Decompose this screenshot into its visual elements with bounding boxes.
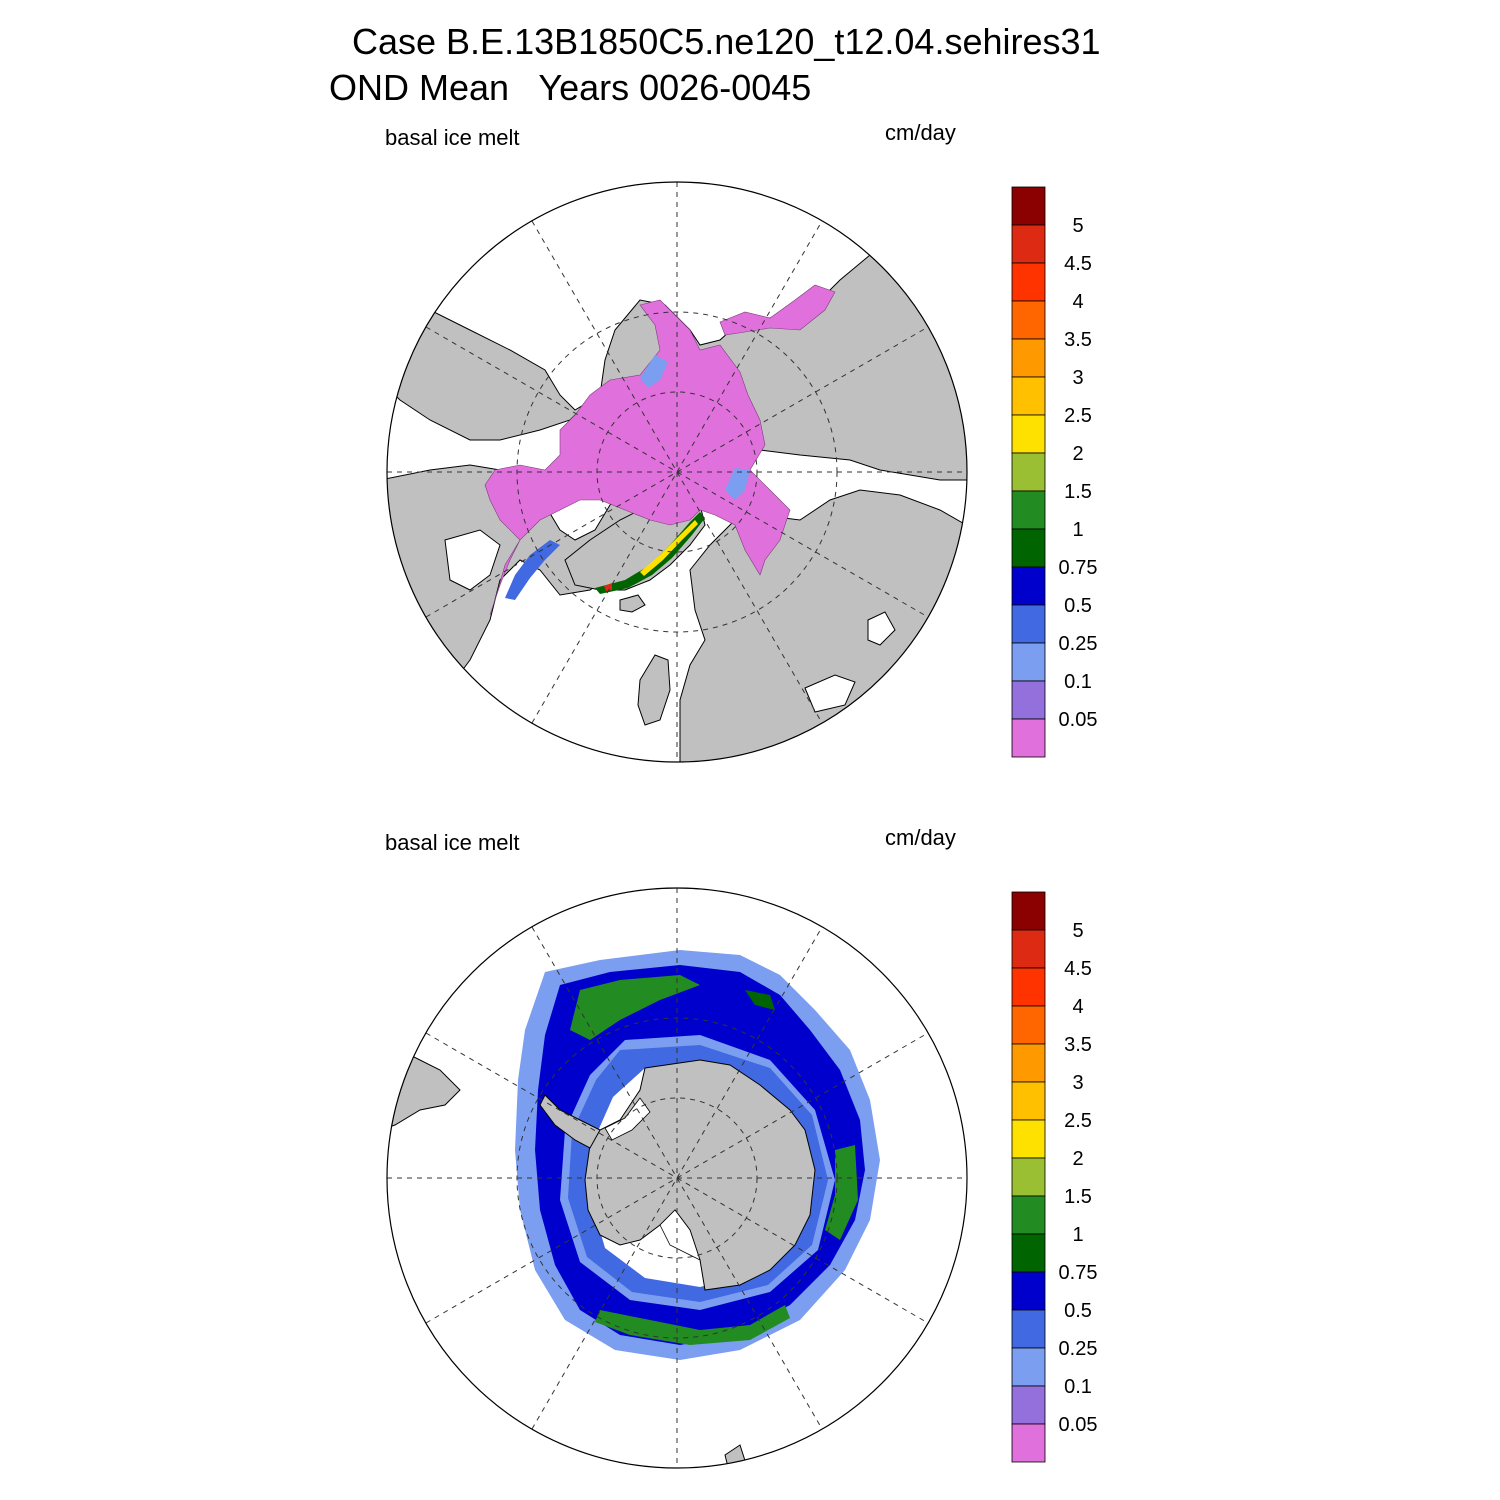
antarctic-colorbar-tick-label: 1 (1072, 1224, 1083, 1246)
antarctic-map-frame (386, 887, 968, 1469)
antarctic-colorbar-swatch (1011, 1119, 1046, 1159)
arctic-sea-ice-central (484, 299, 791, 616)
arctic-land-iceland (619, 594, 646, 613)
south-panel-units-label: cm/day (885, 825, 956, 850)
north-panel-variable-label: basal ice melt (385, 125, 520, 150)
antarctic-colorbar-tick-label: 0.5 (1064, 1300, 1092, 1322)
arctic-colorbar-tick-label: 2 (1072, 443, 1083, 465)
antarctic-colorbar-swatch (1011, 967, 1046, 1007)
south-panel-variable-label: basal ice melt (385, 830, 520, 855)
antarctic-high-melt-east (825, 1145, 858, 1240)
arctic-colorbar-tick-label: 0.5 (1064, 595, 1092, 617)
antarctic-colorbar-swatch (1011, 1157, 1046, 1197)
arctic-colorbar-tick-label: 3 (1072, 367, 1083, 389)
arctic-colorbar-tick-label: 1 (1072, 519, 1083, 541)
arctic-colorbar-swatch (1011, 414, 1046, 454)
arctic-colorbar-tick-label: 0.1 (1064, 671, 1092, 693)
arctic-peak-melt (604, 583, 612, 591)
antarctic-colorbar: 5 4.5 4 3.5 3 2.5 2 1.5 1 0.75 0.5 0.25 0.1 0.05 (1011, 891, 1098, 1463)
arctic-colorbar-tick-label: 0.75 (1059, 557, 1098, 579)
antarctic-sea-ice-dark-band (535, 965, 865, 1345)
antarctic-colorbar-tick-label: 0.25 (1059, 1338, 1098, 1360)
arctic-land-europe (679, 489, 967, 762)
antarctic-colorbar-tick-label: 0.1 (1064, 1376, 1092, 1398)
arctic-colorbar-swatch (1011, 224, 1046, 264)
arctic-colorbar-swatch (1011, 300, 1046, 340)
antarctic-colorbar-swatch (1011, 1309, 1046, 1349)
arctic-colorbar-swatch (1011, 680, 1046, 720)
north-panel-units-label: cm/day (885, 120, 956, 145)
arctic-sea-ice-edge-baffin (505, 540, 560, 600)
antarctic-high-melt-north (745, 990, 775, 1010)
antarctic-colorbar-swatch (1011, 1081, 1046, 1121)
antarctic-colorbar-swatch (1011, 891, 1046, 931)
arctic-map (386, 181, 968, 763)
arctic-land-british-isles (637, 654, 671, 726)
arctic-map-frame (386, 181, 968, 763)
antarctic-colorbar-tick-label: 4 (1072, 996, 1083, 1018)
arctic-colorbar-tick-label: 0.05 (1059, 709, 1098, 731)
arctic-colorbar-swatch (1011, 528, 1046, 568)
antarctic-colorbar-swatch (1011, 1423, 1046, 1463)
arctic-colorbar-tick-label: 4 (1072, 291, 1083, 313)
antarctic-colorbar-tick-label: 0.05 (1059, 1414, 1098, 1436)
arctic-colorbar-tick-label: 2.5 (1064, 405, 1092, 427)
arctic-colorbar-swatch (1011, 718, 1046, 758)
arctic-colorbar-tick-label: 3.5 (1064, 329, 1092, 351)
arctic-colorbar-tick-label: 1.5 (1064, 481, 1092, 503)
antarctic-map (386, 887, 968, 1469)
antarctic-colorbar-swatch (1011, 1385, 1046, 1425)
antarctic-colorbar-swatch (1011, 1195, 1046, 1235)
arctic-hudson-bay (444, 529, 501, 591)
arctic-colorbar-swatch (1011, 338, 1046, 378)
antarctic-colorbar-tick-label: 4.5 (1064, 958, 1092, 980)
antarctic-colorbar-swatch (1011, 1005, 1046, 1045)
arctic-colorbar-swatch (1011, 604, 1046, 644)
antarctic-colorbar-tick-label: 5 (1072, 920, 1083, 942)
antarctic-ice-shelf-ross (659, 1209, 701, 1261)
antarctic-colorbar-tick-label: 3 (1072, 1072, 1083, 1094)
arctic-colorbar-swatch (1011, 186, 1046, 226)
antarctic-colorbar-swatch (1011, 1233, 1046, 1273)
antarctic-colorbar-swatch (1011, 1271, 1046, 1311)
antarctic-land-peninsula (539, 1094, 601, 1149)
antarctic-colorbar-tick-label: 2.5 (1064, 1110, 1092, 1132)
antarctic-colorbar-swatch (1011, 1347, 1046, 1387)
arctic-inland-sea (867, 611, 896, 646)
plot-title-line-1: Case B.E.13B1850C5.ne120_t12.04.sehires3… (352, 21, 1101, 62)
arctic-graticule (387, 182, 967, 762)
arctic-colorbar-tick-label: 4.5 (1064, 253, 1092, 275)
arctic-colorbar-swatch (1011, 452, 1046, 492)
arctic-high-melt-band (640, 520, 698, 576)
arctic-colorbar-swatch (1011, 566, 1046, 606)
antarctic-colorbar-tick-label: 2 (1072, 1148, 1083, 1170)
antarctic-colorbar-swatch (1011, 929, 1046, 969)
arctic-colorbar-swatch (1011, 642, 1046, 682)
antarctic-colorbar-tick-label: 3.5 (1064, 1034, 1092, 1056)
arctic-sea-ice-edge-barents (725, 468, 750, 500)
arctic-colorbar: 5 4.5 4 3.5 3 2.5 2 1.5 1 0.75 0.5 0.25 0.1 0.05 (1011, 186, 1098, 758)
antarctic-colorbar-swatch (1011, 1043, 1046, 1083)
antarctic-graticule (387, 888, 967, 1468)
plot-title-line-2: OND Mean Years 0026-0045 (329, 67, 812, 108)
arctic-colorbar-tick-label: 5 (1072, 215, 1083, 237)
antarctic-high-melt-weddell (570, 975, 700, 1040)
arctic-sea-ice-edge-siberia (640, 355, 668, 388)
arctic-colorbar-swatch (1011, 490, 1046, 530)
arctic-colorbar-tick-label: 0.25 (1059, 633, 1098, 655)
arctic-colorbar-swatch (1011, 262, 1046, 302)
antarctic-colorbar-tick-label: 1.5 (1064, 1186, 1092, 1208)
arctic-colorbar-swatch (1011, 376, 1046, 416)
arctic-sea-ice-kara (719, 284, 836, 336)
antarctic-colorbar-tick-label: 0.75 (1059, 1262, 1098, 1284)
